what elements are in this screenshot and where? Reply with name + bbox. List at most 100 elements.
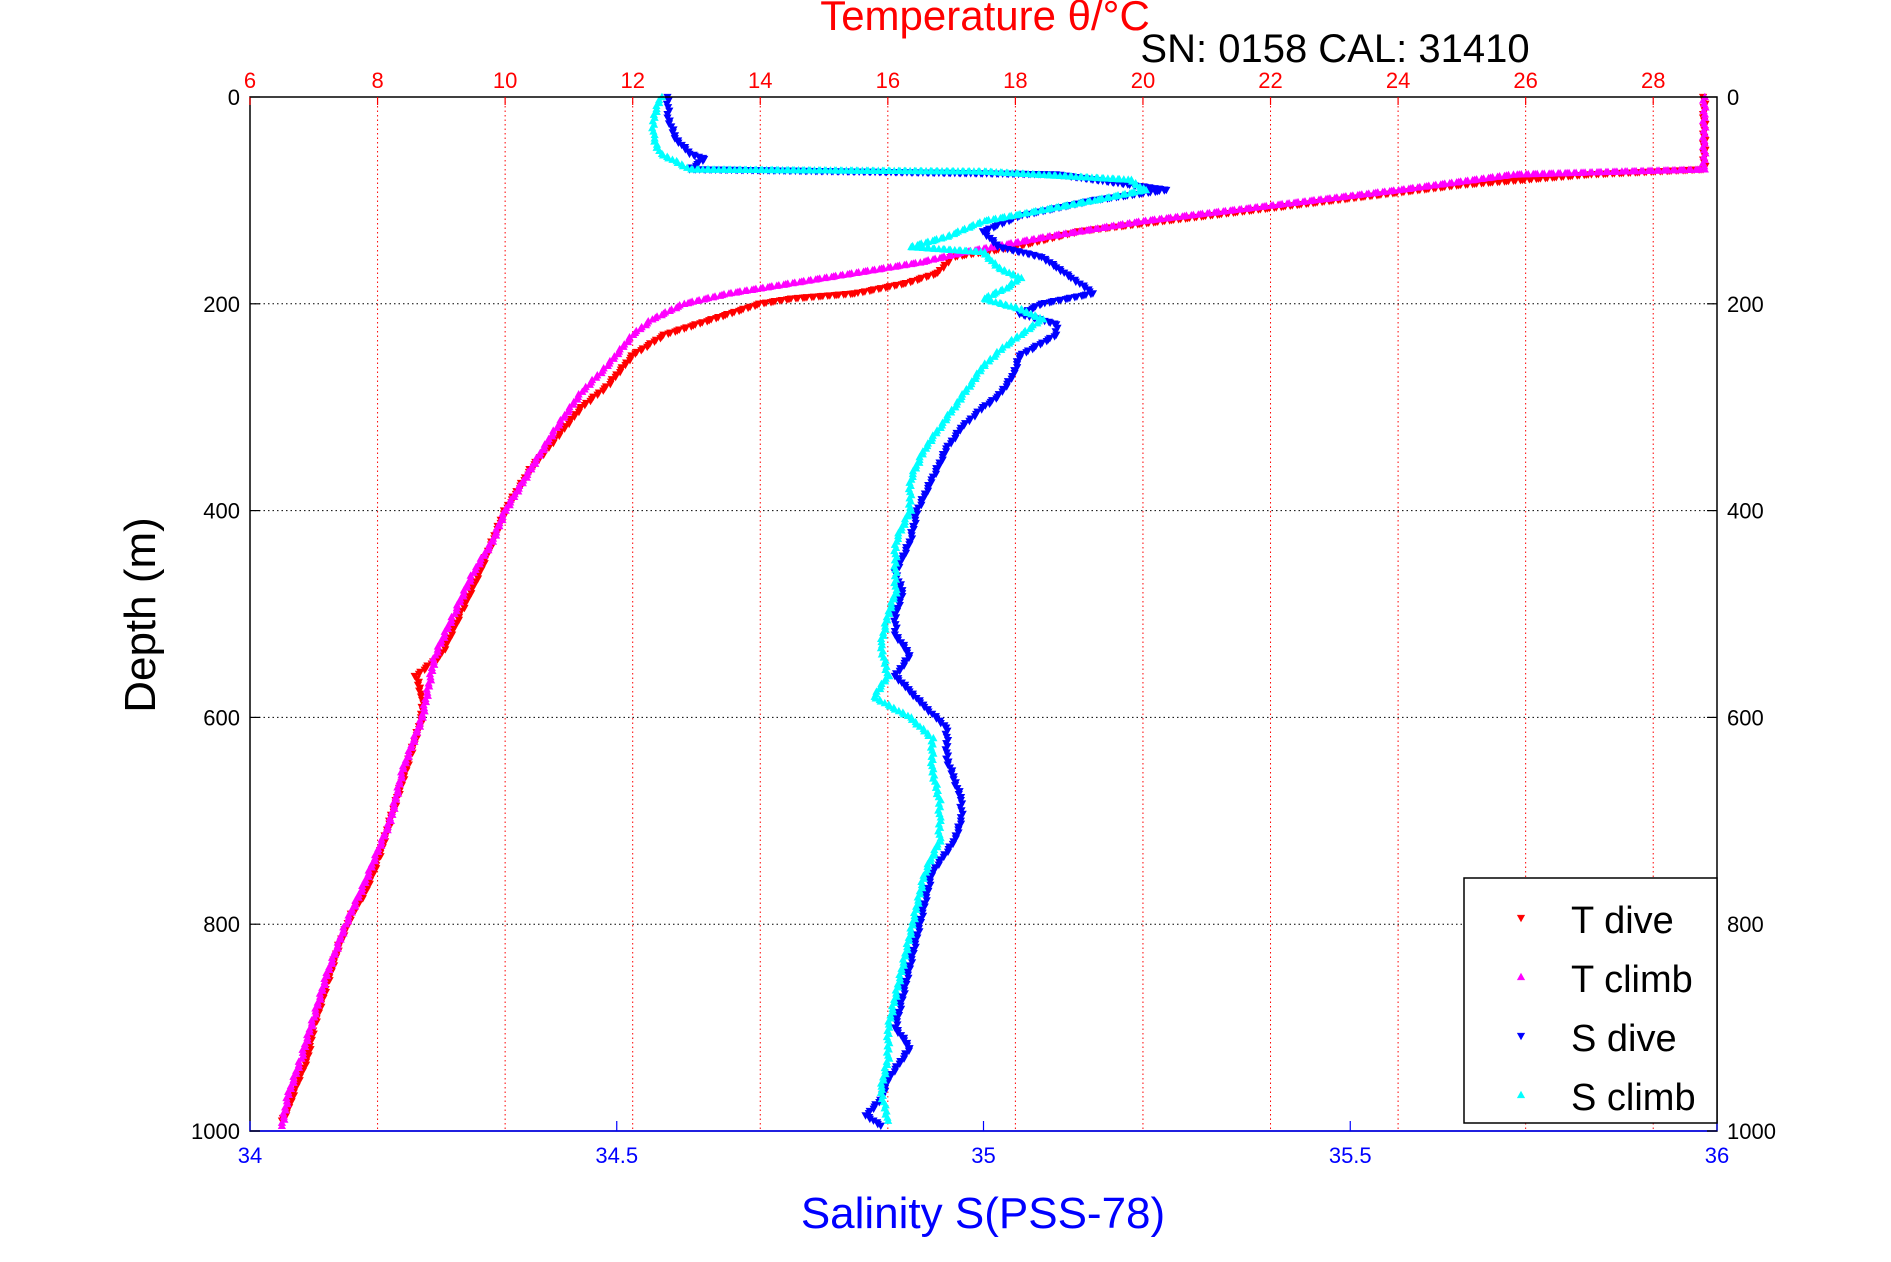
- data-point: [1027, 207, 1036, 216]
- data-point: [975, 167, 984, 175]
- data-point: [1002, 284, 1011, 292]
- data-point: [578, 387, 587, 395]
- data-point: [673, 158, 682, 166]
- temperature-tick-label: 10: [493, 68, 517, 93]
- data-point: [544, 437, 553, 445]
- y-axis-title: Depth (m): [116, 517, 165, 713]
- data-point: [843, 270, 852, 278]
- data-point: [731, 288, 741, 296]
- data-point: [1033, 318, 1042, 327]
- data-point: [1298, 197, 1308, 205]
- data-point: [648, 315, 657, 323]
- data-point: [277, 1121, 287, 1130]
- data-markers: [277, 92, 1710, 1131]
- data-point: [961, 387, 970, 395]
- data-point: [1585, 168, 1595, 176]
- data-point: [1337, 192, 1346, 201]
- data-point: [1500, 171, 1509, 180]
- data-point: [946, 408, 956, 416]
- data-point: [1091, 224, 1100, 233]
- legend-label: S climb: [1571, 1077, 1696, 1119]
- data-point: [1362, 189, 1371, 198]
- data-point: [1452, 178, 1461, 186]
- data-point: [927, 436, 936, 444]
- data-point: [976, 366, 985, 375]
- data-point: [942, 415, 951, 424]
- data-point: [916, 258, 925, 266]
- data-point: [1668, 165, 1678, 174]
- data-point: [1684, 165, 1694, 173]
- depth-tick-label-left: 600: [203, 705, 240, 730]
- data-point: [921, 238, 931, 246]
- depth-tick-label-right: 200: [1727, 292, 1764, 317]
- depth-tick-label-right: 400: [1727, 499, 1764, 524]
- depth-tick-label-right: 800: [1727, 912, 1764, 937]
- data-point: [852, 268, 861, 276]
- data-point: [559, 413, 569, 421]
- data-point: [1477, 174, 1486, 183]
- data-point: [915, 722, 925, 730]
- data-point: [1242, 204, 1251, 212]
- data-point: [791, 295, 801, 303]
- data-point: [943, 232, 953, 240]
- data-point: [1353, 190, 1362, 199]
- data-point: [884, 1116, 893, 1124]
- data-point: [1529, 169, 1538, 178]
- data-point: [1034, 234, 1044, 242]
- data-point: [1267, 201, 1276, 209]
- data-point: [973, 219, 983, 227]
- temperature-tick-label: 24: [1386, 68, 1410, 93]
- data-point: [996, 213, 1005, 222]
- data-point: [1012, 303, 1021, 312]
- data-point: [932, 428, 941, 437]
- data-point: [1305, 196, 1315, 205]
- data-point: [1226, 206, 1235, 214]
- data-point: [1561, 168, 1570, 177]
- temperature-tick-label: 22: [1258, 68, 1282, 93]
- data-point: [950, 229, 959, 238]
- data-point: [1059, 202, 1068, 210]
- data-point: [899, 710, 909, 718]
- data-point: [1005, 212, 1014, 220]
- data-point: [991, 261, 1000, 269]
- legend: T dive T climb S dive S climb: [1463, 877, 1718, 1124]
- depth-tick-label-right: 1000: [1727, 1119, 1776, 1144]
- data-point: [680, 299, 689, 307]
- data-point: [980, 361, 989, 370]
- legend-marker: [1516, 914, 1526, 923]
- data-point: [535, 451, 544, 459]
- data-point: [907, 259, 916, 268]
- data-point: [569, 400, 578, 408]
- data-point: [1082, 226, 1091, 234]
- data-point: [936, 423, 945, 432]
- data-point: [1187, 211, 1196, 219]
- data-point: [890, 705, 899, 713]
- data-point: [1429, 181, 1438, 189]
- data-point: [1155, 214, 1164, 223]
- data-point: [1378, 187, 1387, 196]
- salinity-tick-label: 34.5: [595, 1143, 638, 1168]
- data-point: [986, 243, 996, 251]
- data-point: [1043, 232, 1052, 240]
- data-point: [836, 271, 845, 279]
- legend-marker: [1516, 1032, 1526, 1041]
- data-point: [514, 487, 523, 495]
- data-point: [1109, 192, 1119, 200]
- data-point: [1141, 185, 1151, 194]
- data-point: [1509, 170, 1518, 178]
- data-point: [672, 303, 681, 312]
- data-point: [699, 295, 709, 303]
- data-point: [1643, 166, 1653, 174]
- data-point: [1139, 216, 1148, 225]
- data-point: [1554, 169, 1563, 177]
- data-point: [1107, 222, 1116, 230]
- depth-tick-label-right: 0: [1727, 85, 1739, 110]
- data-point: [956, 395, 965, 403]
- data-point: [664, 153, 673, 162]
- data-point: [1011, 334, 1020, 342]
- data-point: [683, 163, 692, 171]
- data-point: [1691, 165, 1700, 173]
- data-point: [907, 715, 917, 723]
- data-point: [820, 273, 829, 282]
